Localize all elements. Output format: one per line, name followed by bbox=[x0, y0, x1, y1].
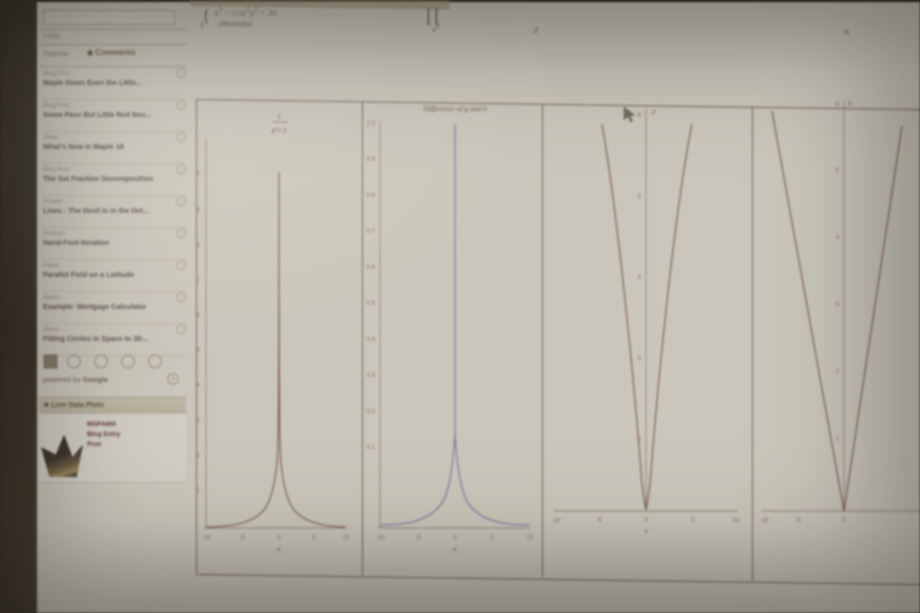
svg-text:z: z bbox=[651, 107, 656, 116]
svg-text:6: 6 bbox=[638, 113, 642, 119]
svg-text:0.3: 0.3 bbox=[196, 418, 201, 424]
svg-text:0.4: 0.4 bbox=[367, 337, 376, 343]
svg-text:x: x bbox=[276, 546, 281, 553]
svg-text:-10: -10 bbox=[552, 518, 561, 524]
svg-text:0.8: 0.8 bbox=[367, 193, 376, 199]
svg-text:0.8: 0.8 bbox=[196, 243, 201, 249]
svg-text:5: 5 bbox=[490, 535, 494, 541]
svg-text:0: 0 bbox=[453, 535, 457, 541]
svg-text:0.7: 0.7 bbox=[196, 278, 201, 284]
svg-text:3: 3 bbox=[638, 356, 642, 362]
svg-text:5: 5 bbox=[638, 194, 642, 200]
svg-text:1: 1 bbox=[836, 436, 840, 442]
svg-text:0.1: 0.1 bbox=[196, 488, 201, 494]
svg-text:0: 0 bbox=[644, 518, 648, 524]
svg-text:1.0: 1.0 bbox=[196, 172, 201, 178]
svg-text:0.9: 0.9 bbox=[196, 208, 201, 214]
svg-text:-5: -5 bbox=[239, 535, 245, 541]
svg-text:-10: -10 bbox=[376, 535, 385, 541]
svg-text:3: 3 bbox=[836, 302, 840, 308]
svg-text:0.2: 0.2 bbox=[367, 409, 376, 415]
svg-text:h: h bbox=[848, 99, 852, 108]
svg-text:0: 0 bbox=[277, 535, 281, 541]
svg-text:5: 5 bbox=[312, 535, 316, 541]
svg-text:10: 10 bbox=[343, 535, 350, 541]
svg-text:-5: -5 bbox=[596, 518, 602, 524]
svg-text:0.4: 0.4 bbox=[196, 383, 201, 389]
svg-text:0.7: 0.7 bbox=[367, 229, 376, 235]
svg-text:4: 4 bbox=[836, 235, 840, 241]
svg-text:0.6: 0.6 bbox=[367, 265, 376, 271]
svg-text:0.1: 0.1 bbox=[367, 445, 376, 451]
svg-text:Difference of g and h: Difference of g and h bbox=[422, 104, 487, 113]
svg-text:4: 4 bbox=[638, 275, 642, 281]
svg-text:-5: -5 bbox=[795, 518, 801, 524]
svg-text:2: 2 bbox=[836, 369, 840, 375]
svg-text:10: 10 bbox=[733, 518, 740, 524]
svg-text:-10: -10 bbox=[760, 518, 769, 524]
svg-text:-10: -10 bbox=[202, 535, 211, 541]
svg-text:0.5: 0.5 bbox=[367, 301, 376, 307]
svg-text:0.3: 0.3 bbox=[367, 373, 376, 379]
svg-text:0.2: 0.2 bbox=[196, 453, 201, 459]
svg-text:x: x bbox=[452, 546, 457, 553]
svg-text:5: 5 bbox=[691, 518, 695, 524]
svg-text:0.9: 0.9 bbox=[367, 157, 376, 163]
svg-text:x²+1: x²+1 bbox=[270, 126, 286, 135]
svg-text:0: 0 bbox=[842, 518, 846, 524]
svg-text:10: 10 bbox=[527, 535, 534, 541]
svg-text:6: 6 bbox=[836, 102, 840, 108]
svg-text:0.5: 0.5 bbox=[196, 348, 201, 354]
svg-text:5: 5 bbox=[836, 168, 840, 174]
svg-text:0.6: 0.6 bbox=[196, 313, 201, 319]
svg-text:x: x bbox=[643, 528, 648, 535]
svg-text:?: ? bbox=[171, 377, 175, 384]
svg-text:1.0: 1.0 bbox=[367, 121, 376, 127]
svg-text:-5: -5 bbox=[415, 535, 421, 541]
svg-text:1: 1 bbox=[277, 112, 281, 121]
